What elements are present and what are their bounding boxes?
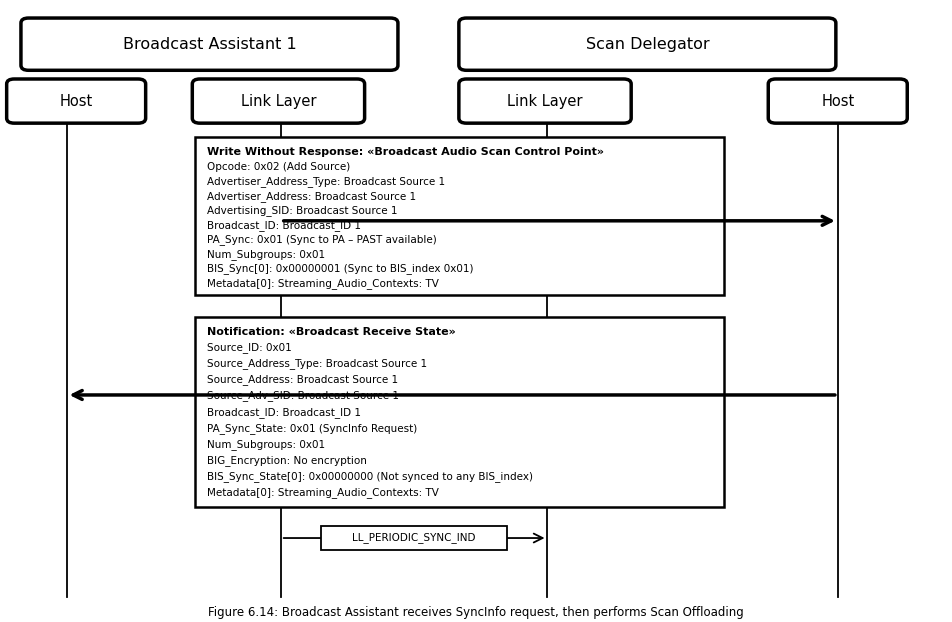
Text: Scan Delegator: Scan Delegator <box>585 37 709 52</box>
Text: Host: Host <box>822 93 854 109</box>
FancyBboxPatch shape <box>768 79 907 123</box>
Text: Broadcast Assistant 1: Broadcast Assistant 1 <box>123 37 296 52</box>
Text: PA_Sync: 0x01 (Sync to PA – PAST available): PA_Sync: 0x01 (Sync to PA – PAST availab… <box>207 234 436 245</box>
FancyBboxPatch shape <box>321 526 506 550</box>
Text: Notification: «Broadcast Receive State»: Notification: «Broadcast Receive State» <box>207 327 455 337</box>
Text: BIG_Encryption: No encryption: BIG_Encryption: No encryption <box>207 455 367 466</box>
Text: Broadcast_ID: Broadcast_ID 1: Broadcast_ID: Broadcast_ID 1 <box>207 407 361 417</box>
Text: PA_Sync_State: 0x01 (SyncInfo Request): PA_Sync_State: 0x01 (SyncInfo Request) <box>207 423 417 434</box>
Text: Host: Host <box>60 93 92 109</box>
FancyBboxPatch shape <box>195 137 724 295</box>
FancyBboxPatch shape <box>192 79 365 123</box>
Text: Advertising_SID: Broadcast Source 1: Advertising_SID: Broadcast Source 1 <box>207 205 397 216</box>
Text: Num_Subgroups: 0x01: Num_Subgroups: 0x01 <box>207 439 325 450</box>
FancyBboxPatch shape <box>195 317 724 507</box>
Text: BIS_Sync_State[0]: 0x00000000 (Not synced to any BIS_index): BIS_Sync_State[0]: 0x00000000 (Not synce… <box>207 471 532 482</box>
FancyBboxPatch shape <box>7 79 146 123</box>
Text: Metadata[0]: Streaming_Audio_Contexts: TV: Metadata[0]: Streaming_Audio_Contexts: T… <box>207 278 439 289</box>
Text: LL_PERIODIC_SYNC_IND: LL_PERIODIC_SYNC_IND <box>352 532 476 544</box>
Text: Link Layer: Link Layer <box>241 93 316 109</box>
Text: Advertiser_Address: Broadcast Source 1: Advertiser_Address: Broadcast Source 1 <box>207 191 416 202</box>
Text: Source_Adv_SID: Broadcast Source 1: Source_Adv_SID: Broadcast Source 1 <box>207 391 399 401</box>
Text: Broadcast_ID: Broadcast_ID 1: Broadcast_ID: Broadcast_ID 1 <box>207 220 361 231</box>
FancyBboxPatch shape <box>459 18 836 70</box>
Text: BIS_Sync[0]: 0x00000001 (Sync to BIS_index 0x01): BIS_Sync[0]: 0x00000001 (Sync to BIS_ind… <box>207 263 473 274</box>
Text: Figure 6.14: Broadcast Assistant receives SyncInfo request, then performs Scan O: Figure 6.14: Broadcast Assistant receive… <box>208 606 744 619</box>
Text: Source_Address_Type: Broadcast Source 1: Source_Address_Type: Broadcast Source 1 <box>207 358 426 369</box>
Text: Num_Subgroups: 0x01: Num_Subgroups: 0x01 <box>207 249 325 260</box>
Text: Opcode: 0x02 (Add Source): Opcode: 0x02 (Add Source) <box>207 162 349 172</box>
Text: Source_ID: 0x01: Source_ID: 0x01 <box>207 342 291 353</box>
Text: Link Layer: Link Layer <box>507 93 583 109</box>
Text: Advertiser_Address_Type: Broadcast Source 1: Advertiser_Address_Type: Broadcast Sourc… <box>207 176 445 187</box>
FancyBboxPatch shape <box>21 18 398 70</box>
Text: Metadata[0]: Streaming_Audio_Contexts: TV: Metadata[0]: Streaming_Audio_Contexts: T… <box>207 487 439 498</box>
Text: Source_Address: Broadcast Source 1: Source_Address: Broadcast Source 1 <box>207 374 398 385</box>
FancyBboxPatch shape <box>459 79 631 123</box>
Text: Write Without Response: «Broadcast Audio Scan Control Point»: Write Without Response: «Broadcast Audio… <box>207 147 604 157</box>
